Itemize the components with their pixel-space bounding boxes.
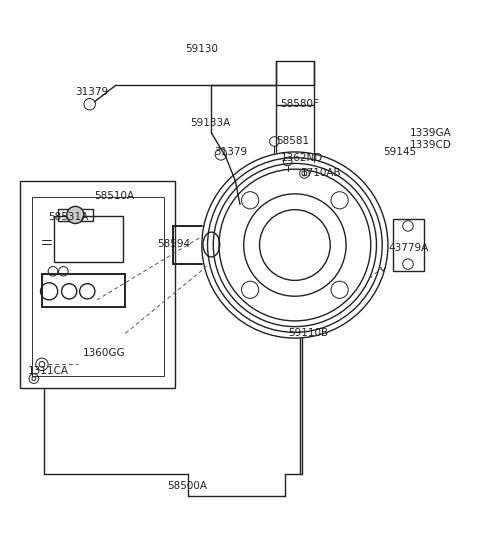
Bar [42, 273, 125, 307]
Text: 58580F: 58580F [280, 99, 319, 109]
Text: 31379: 31379 [214, 147, 247, 157]
Text: 1339GA: 1339GA [409, 128, 451, 138]
Bar [58, 209, 94, 221]
Text: 43779A: 43779A [388, 244, 428, 253]
Bar [54, 216, 123, 262]
Text: 31379: 31379 [75, 87, 108, 98]
Text: 58500A: 58500A [168, 481, 207, 491]
Circle shape [67, 206, 84, 223]
Text: 59130: 59130 [185, 44, 218, 54]
Bar [33, 197, 164, 376]
Text: 1360GG: 1360GG [83, 349, 125, 358]
Text: 1710AB: 1710AB [301, 168, 342, 179]
Bar [20, 181, 175, 388]
Text: 58581: 58581 [276, 136, 309, 147]
Text: 1362ND: 1362ND [281, 152, 323, 163]
Text: 1311CA: 1311CA [28, 366, 69, 376]
Text: 59110B: 59110B [288, 328, 328, 338]
Text: 59133A: 59133A [190, 118, 230, 128]
Text: 59145: 59145 [383, 147, 416, 157]
Text: 58510A: 58510A [95, 191, 134, 201]
Text: 58531A: 58531A [48, 212, 88, 222]
Text: 58594: 58594 [157, 239, 190, 248]
Bar [393, 219, 424, 271]
Text: 1339CD: 1339CD [409, 140, 451, 150]
